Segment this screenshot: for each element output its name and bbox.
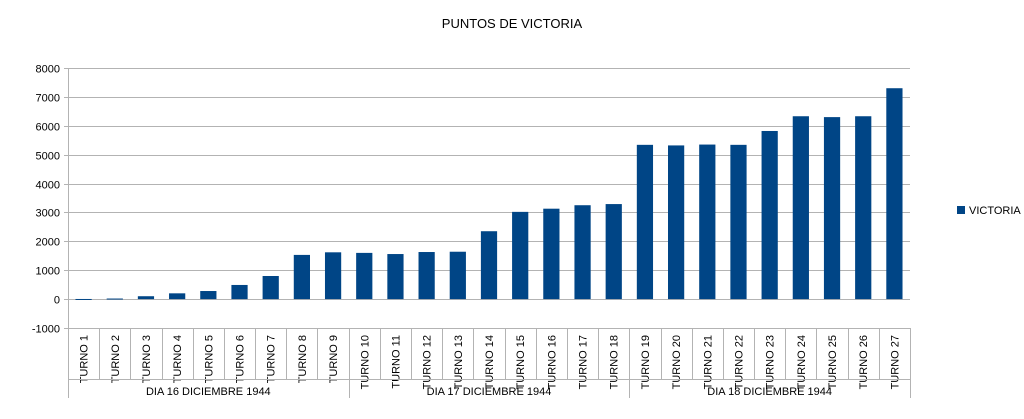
grid-lines — [68, 68, 910, 329]
y-axis-ticks: -1000 0 1000 2000 3000 4000 5000 6000 7000 8000 — [32, 64, 68, 336]
legend-label: VICTORIA — [969, 205, 1021, 217]
bar — [480, 231, 498, 300]
y-tick-label: 7000 — [36, 93, 60, 105]
x-tick-label: TURNO 26 — [858, 335, 870, 389]
bar — [761, 130, 778, 300]
x-tick-label: TURNO 1 — [79, 335, 91, 383]
x-tick-label: TURNO 10 — [359, 335, 371, 389]
group-label: DIA 17 DICIEMBRE 1944 — [427, 386, 552, 398]
x-tick-label: TURNO 23 — [765, 335, 777, 389]
y-tick-label: 4000 — [36, 180, 60, 192]
y-tick-label: -1000 — [32, 324, 60, 336]
x-tick-label: TURNO 6 — [235, 335, 247, 383]
bar — [106, 298, 123, 300]
x-tick-label: TURNO 11 — [390, 335, 402, 389]
x-tick-label: TURNO 18 — [609, 335, 621, 389]
x-tick-label: TURNO 5 — [203, 335, 215, 383]
x-tick-label: TURNO 14 — [484, 335, 496, 389]
bar — [137, 296, 155, 300]
bar — [262, 276, 279, 300]
y-tick-label: 8000 — [36, 64, 60, 76]
x-tick-label: TURNO 21 — [702, 335, 714, 389]
x-tick-label: TURNO 12 — [422, 335, 434, 389]
group-label: DIA 18 DICIEMBRE 1944 — [707, 386, 832, 398]
x-tick-label: TURNO 22 — [733, 335, 745, 389]
x-tick-label: TURNO 27 — [889, 335, 901, 389]
y-tick-label: 5000 — [36, 151, 60, 163]
bar — [324, 252, 342, 300]
x-tick-label: TURNO 9 — [328, 335, 340, 383]
chart-title: PUNTOS DE VICTORIA — [442, 16, 583, 31]
x-tick-label: TURNO 8 — [297, 335, 309, 383]
x-tick-label: TURNO 17 — [578, 335, 590, 389]
x-tick-label: TURNO 24 — [796, 335, 808, 389]
x-tick-label: TURNO 7 — [266, 335, 278, 383]
legend-swatch — [957, 206, 965, 214]
x-axis-groups: DIA 16 DICIEMBRE 1944 DIA 17 DICIEMBRE 19… — [68, 379, 911, 398]
bar — [200, 291, 217, 300]
bar — [512, 211, 529, 300]
bar — [293, 254, 310, 300]
bar — [605, 204, 622, 300]
bar — [75, 298, 92, 300]
y-tick-label: 1000 — [36, 266, 60, 278]
legend: VICTORIA — [957, 205, 1021, 217]
x-tick-label: TURNO 2 — [110, 335, 122, 383]
bar — [231, 284, 248, 300]
bar — [387, 254, 404, 300]
x-tick-label: TURNO 13 — [453, 335, 465, 389]
y-tick-label: 2000 — [36, 237, 60, 249]
group-label: DIA 16 DICIEMBRE 1944 — [146, 386, 271, 398]
bar — [699, 144, 716, 300]
bar — [356, 252, 373, 300]
bar — [574, 205, 591, 300]
axes — [68, 68, 910, 329]
x-tick-label: TURNO 3 — [141, 335, 153, 383]
bar — [792, 116, 809, 300]
bar — [823, 117, 841, 300]
bar — [636, 144, 654, 300]
bar — [668, 145, 685, 300]
x-tick-label: TURNO 16 — [546, 335, 558, 389]
bar — [543, 208, 560, 300]
bar — [418, 252, 435, 300]
x-tick-label: TURNO 15 — [515, 335, 527, 389]
bar — [730, 144, 747, 300]
y-tick-label: 3000 — [36, 208, 60, 220]
x-tick-label: TURNO 20 — [671, 335, 683, 389]
y-tick-label: 6000 — [36, 122, 60, 134]
x-tick-label: TURNO 19 — [640, 335, 652, 389]
x-axis-ticks: TURNO 1 TURNO 2 TURNO 3 TURNO 4 TURNO 5 TURNO… — [68, 328, 911, 389]
bars — [75, 88, 903, 300]
y-tick-label: 0 — [54, 295, 60, 307]
x-tick-label: TURNO 25 — [827, 335, 839, 389]
bar — [886, 88, 903, 300]
bar — [855, 116, 872, 300]
bar — [169, 293, 186, 300]
bar — [449, 251, 466, 300]
x-tick-label: TURNO 4 — [172, 335, 184, 383]
